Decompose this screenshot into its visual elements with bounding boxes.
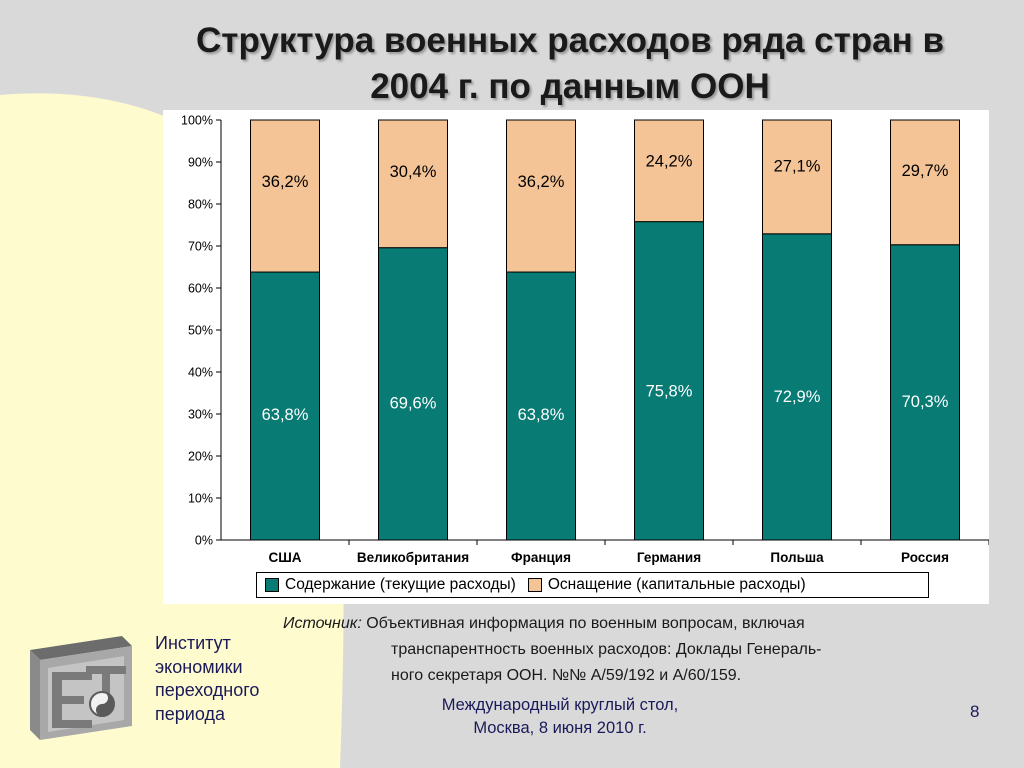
x-category-label: Польша <box>770 550 824 565</box>
bar-data-label: 69,6% <box>390 395 437 413</box>
source-line-1: Источник: Объективная информация по воен… <box>283 611 983 637</box>
title-line-2: 2004 г. по данным ООН <box>370 67 770 106</box>
legend-item-equipment: Оснащение (капитальные расходы) <box>527 576 806 594</box>
source-line-2: транспарентность военных расходов: Докла… <box>391 641 822 658</box>
y-tick-label: 60% <box>188 282 213 296</box>
x-category-label: Германия <box>637 550 701 565</box>
page-number: 8 <box>970 702 980 721</box>
y-tick-label: 30% <box>188 408 213 422</box>
bar-data-label: 75,8% <box>646 382 693 400</box>
bar-data-label: 27,1% <box>774 158 821 176</box>
x-category-label: США <box>268 550 301 565</box>
bar-data-label: 29,7% <box>902 162 949 180</box>
bar-segment <box>378 247 448 541</box>
source-text-1: Объективная информация по военным вопрос… <box>366 615 805 632</box>
stacked-bar-chart: 0% 10% 20% 30% 40% 50% 60% 70% 80% 90% 100% 63,8% 36… <box>181 114 989 565</box>
bar-segment <box>634 221 704 541</box>
legend-swatch-maintenance <box>265 578 279 592</box>
bar-segment <box>506 119 576 273</box>
bar-data-label: 70,3% <box>902 393 949 411</box>
legend-item-maintenance: Содержание (текущие расходы) <box>265 576 516 594</box>
y-tick-label: 40% <box>188 366 213 380</box>
y-tick-label: 0% <box>195 534 213 548</box>
event-footer: Международный круглый стол, Москва, 8 ию… <box>410 694 710 740</box>
source-note: Источник: Объективная информация по воен… <box>283 611 983 689</box>
bar-segment <box>506 271 576 541</box>
bar-segment <box>634 119 704 223</box>
chart-panel: 0% 10% 20% 30% 40% 50% 60% 70% 80% 90% 100% 63,8% 36… <box>163 110 989 604</box>
bar-segment <box>378 119 448 249</box>
institute-line-3: переходного <box>155 680 260 700</box>
x-category-label: Великобритания <box>357 550 469 565</box>
institute-name: Институт экономики переходного периода <box>155 632 259 726</box>
y-tick-label: 80% <box>188 198 213 212</box>
bar-data-label: 30,4% <box>390 163 437 181</box>
institute-logo <box>30 636 132 740</box>
y-tick-label: 50% <box>188 324 213 338</box>
legend-swatch-equipment <box>527 578 542 592</box>
y-tick-label: 70% <box>188 240 213 254</box>
y-tick-label: 20% <box>188 450 213 464</box>
x-category-label: Франция <box>511 550 571 565</box>
bar-segment <box>762 119 832 235</box>
event-line-2: Москва, 8 июня 2010 г. <box>473 719 647 737</box>
bar-segment <box>890 119 960 246</box>
y-tick-label: 90% <box>188 156 213 170</box>
source-label: Источник: <box>283 615 362 632</box>
bar-segment <box>762 233 832 541</box>
legend-label-equipment: Оснащение (капитальные расходы) <box>547 576 806 593</box>
bar-segment <box>250 271 320 541</box>
title-line-1: Структура военных расходов ряда стран в <box>196 21 944 60</box>
x-category-label: Россия <box>901 550 949 565</box>
bar-data-label: 36,2% <box>518 173 565 191</box>
institute-line-1: Институт <box>155 633 231 653</box>
bar-data-label: 63,8% <box>518 406 565 424</box>
institute-line-2: экономики <box>155 656 243 677</box>
y-tick-label: 100% <box>181 114 213 128</box>
slide-title: Структура военных расходов ряда стран в … <box>120 18 1020 110</box>
bar-segment <box>250 119 320 273</box>
y-tick-label: 10% <box>188 492 213 506</box>
bar-data-label: 72,9% <box>774 388 821 406</box>
bar-data-label: 36,2% <box>262 173 309 191</box>
bar-data-label: 24,2% <box>646 153 693 171</box>
bar-data-label: 63,8% <box>262 406 309 424</box>
legend-label-maintenance: Содержание (текущие расходы) <box>285 576 516 593</box>
institute-line-4: периода <box>155 703 225 724</box>
chart-legend: Содержание (текущие расходы) Оснащение (… <box>256 572 929 598</box>
event-line-1: Международный круглый стол, <box>441 696 679 714</box>
source-line-3: ного секретаря ООН. №№ A/59/192 и A/60/1… <box>391 667 742 684</box>
